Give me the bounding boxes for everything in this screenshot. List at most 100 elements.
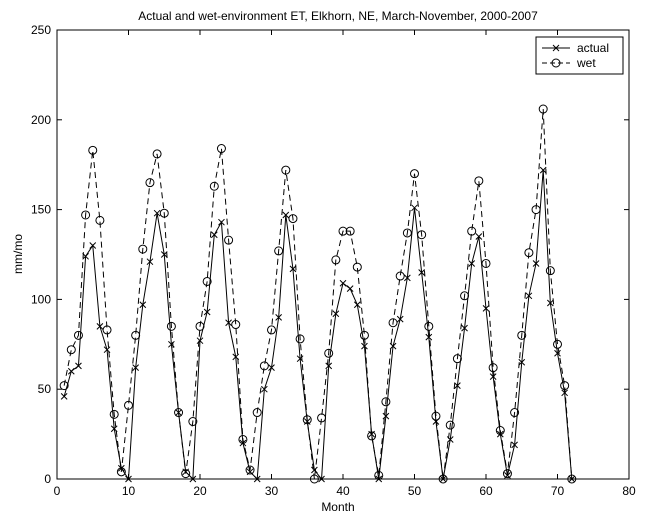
y-axis-label: mm/mo bbox=[11, 234, 25, 274]
data-point-actual bbox=[189, 475, 197, 483]
data-point-wet bbox=[231, 320, 241, 330]
data-point-wet bbox=[188, 417, 198, 427]
data-point-actual bbox=[546, 299, 554, 307]
data-point-wet bbox=[152, 149, 162, 159]
marker-stroke bbox=[468, 260, 476, 267]
data-point-wet bbox=[424, 321, 434, 331]
data-point-wet bbox=[510, 408, 520, 418]
data-point-wet bbox=[274, 246, 284, 256]
data-point-actual bbox=[389, 342, 397, 350]
data-point-actual bbox=[461, 324, 468, 332]
series-line-wet bbox=[63, 108, 573, 480]
data-point-wet bbox=[252, 408, 262, 418]
legend-marker-actual bbox=[552, 44, 560, 52]
data-point-wet bbox=[116, 467, 126, 477]
data-point-wet bbox=[59, 381, 69, 391]
data-point-wet bbox=[338, 226, 348, 236]
data-point-wet bbox=[345, 226, 355, 236]
data-point-wet bbox=[395, 271, 405, 281]
marker-stroke bbox=[75, 362, 82, 370]
marker-stroke bbox=[532, 260, 540, 267]
data-point-wet bbox=[517, 330, 527, 340]
data-point-wet bbox=[209, 181, 219, 191]
marker-stroke bbox=[446, 436, 454, 443]
marker-stroke bbox=[552, 44, 560, 52]
data-point-actual bbox=[289, 265, 297, 273]
data-point-wet bbox=[402, 228, 412, 238]
data-point-actual bbox=[525, 292, 533, 300]
data-point-wet bbox=[195, 321, 205, 331]
marker-stroke bbox=[218, 218, 225, 226]
marker-stroke bbox=[260, 385, 268, 393]
series-lines bbox=[63, 108, 573, 481]
data-point-actual bbox=[160, 251, 168, 258]
data-point-wet bbox=[166, 321, 176, 331]
data-point-wet bbox=[174, 408, 184, 418]
data-point-actual bbox=[561, 389, 569, 397]
data-point-actual bbox=[153, 209, 161, 217]
data-point-actual bbox=[268, 364, 275, 372]
axes-frame bbox=[56, 29, 630, 480]
data-point-wet bbox=[131, 330, 141, 340]
data-point-wet bbox=[216, 144, 226, 154]
marker-stroke bbox=[396, 315, 404, 323]
data-point-actual bbox=[196, 337, 204, 345]
data-point-wet bbox=[431, 411, 441, 421]
marker-stroke bbox=[539, 166, 547, 174]
data-point-wet bbox=[295, 334, 305, 344]
marker-stroke bbox=[289, 265, 297, 273]
data-point-actual bbox=[511, 441, 518, 449]
y-tick-label: 200 bbox=[31, 113, 51, 127]
data-point-wet bbox=[410, 169, 419, 179]
marker-stroke bbox=[203, 308, 211, 316]
marker-stroke bbox=[96, 322, 104, 330]
data-point-wet bbox=[488, 363, 498, 373]
series-line-actual bbox=[63, 170, 573, 481]
data-point-actual bbox=[318, 475, 325, 483]
y-tick-label: 150 bbox=[31, 203, 51, 217]
data-point-wet bbox=[66, 345, 76, 355]
marker-stroke bbox=[89, 242, 97, 249]
marker-stroke bbox=[311, 466, 318, 474]
data-point-wet bbox=[331, 255, 341, 265]
data-point-actual bbox=[332, 310, 340, 318]
data-point-wet bbox=[288, 214, 298, 224]
marker-stroke bbox=[475, 233, 483, 240]
data-point-actual bbox=[425, 333, 433, 341]
data-point-wet bbox=[417, 230, 427, 240]
data-point-wet bbox=[145, 178, 155, 188]
marker-stroke bbox=[461, 324, 468, 332]
data-point-actual bbox=[396, 315, 404, 323]
marker-stroke bbox=[160, 251, 168, 258]
marker-stroke bbox=[382, 412, 390, 420]
data-point-actual bbox=[489, 373, 497, 380]
marker-stroke bbox=[232, 353, 240, 361]
marker-stroke bbox=[489, 373, 497, 380]
data-point-wet bbox=[324, 348, 334, 358]
data-point-actual bbox=[125, 475, 132, 483]
marker-stroke bbox=[418, 269, 426, 276]
data-point-wet bbox=[367, 431, 377, 441]
marker-stroke bbox=[332, 310, 340, 318]
marker-stroke bbox=[132, 364, 140, 372]
data-point-actual bbox=[382, 412, 390, 420]
data-point-actual bbox=[168, 340, 175, 348]
data-point-actual bbox=[175, 409, 182, 416]
legend-label-actual: actual bbox=[577, 41, 609, 55]
marker-stroke bbox=[125, 475, 132, 483]
data-point-actual bbox=[275, 314, 283, 321]
x-tick-label: 40 bbox=[336, 484, 350, 498]
data-point-wet bbox=[467, 226, 477, 236]
legend-label-wet: wet bbox=[576, 56, 596, 70]
data-point-wet bbox=[302, 415, 312, 425]
chart-title: Actual and wet-environment ET, Elkhorn, … bbox=[138, 9, 538, 23]
data-point-actual bbox=[67, 367, 75, 375]
data-point-actual bbox=[418, 269, 426, 276]
data-point-actual bbox=[146, 258, 154, 266]
data-point-wet bbox=[445, 420, 455, 430]
x-tick-label: 30 bbox=[265, 484, 279, 498]
x-tick-label: 0 bbox=[54, 484, 61, 498]
data-point-actual bbox=[311, 466, 318, 474]
data-point-actual bbox=[475, 233, 483, 240]
